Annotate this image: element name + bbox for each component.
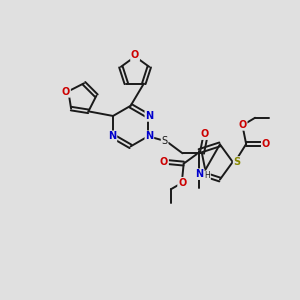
Text: S: S	[161, 136, 168, 146]
Text: N: N	[145, 131, 153, 141]
Text: O: O	[160, 157, 168, 167]
Text: O: O	[262, 139, 270, 149]
Text: N: N	[196, 169, 204, 179]
Text: O: O	[131, 50, 139, 60]
Text: O: O	[62, 87, 70, 97]
Text: N: N	[145, 111, 153, 121]
Text: O: O	[238, 120, 247, 130]
Text: O: O	[201, 129, 209, 139]
Text: N: N	[108, 131, 116, 141]
Text: H: H	[204, 171, 210, 180]
Text: S: S	[234, 157, 241, 167]
Text: O: O	[178, 178, 186, 188]
